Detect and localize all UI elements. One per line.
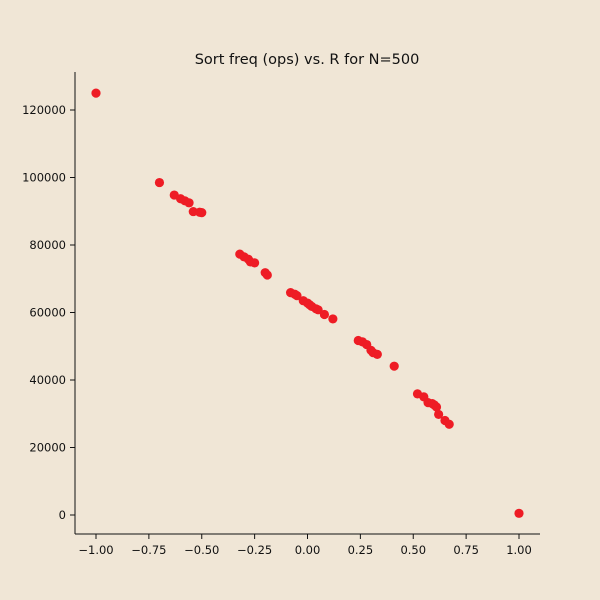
x-ticks: −1.00 −0.75 −0.50 −0.25 0.00 0.25 0.50 0.75 1.00: [78, 534, 532, 557]
data-point: [184, 198, 194, 208]
data-point: [319, 309, 330, 320]
x-tick-label: −0.50: [184, 543, 219, 557]
x-tick-label: −0.75: [131, 543, 166, 557]
data-point: [328, 314, 338, 324]
data-points: [91, 88, 524, 518]
x-tick-label: −1.00: [78, 543, 113, 557]
data-point: [444, 419, 454, 429]
y-tick-label: 80000: [29, 238, 66, 252]
data-point: [431, 402, 442, 412]
x-tick-label: −0.25: [237, 543, 272, 557]
x-tick-label: 0.00: [295, 543, 321, 557]
x-tick-label: 0.25: [348, 543, 374, 557]
data-point: [262, 270, 272, 280]
x-tick-label: 0.75: [453, 543, 479, 557]
x-tick-label: 0.50: [400, 543, 426, 557]
x-tick-label: 1.00: [506, 543, 532, 557]
y-tick-label: 20000: [29, 441, 66, 455]
data-point: [154, 177, 165, 188]
data-point: [434, 409, 444, 420]
y-tick-label: 120000: [22, 103, 66, 117]
data-point: [250, 258, 260, 268]
y-tick-label: 100000: [22, 171, 66, 185]
y-tick-label: 0: [59, 508, 66, 522]
data-point: [389, 361, 399, 371]
data-point: [372, 349, 382, 359]
chart-title: Sort freq (ops) vs. R for N=500: [195, 52, 420, 68]
data-point: [292, 291, 302, 301]
y-tick-label: 40000: [29, 373, 66, 387]
y-ticks: 0 20000 40000 60000 80000 100000 120000: [22, 103, 75, 522]
data-point: [514, 508, 524, 518]
data-point: [313, 305, 323, 315]
data-point: [91, 88, 101, 98]
y-tick-label: 60000: [29, 306, 66, 320]
data-point: [197, 208, 207, 218]
